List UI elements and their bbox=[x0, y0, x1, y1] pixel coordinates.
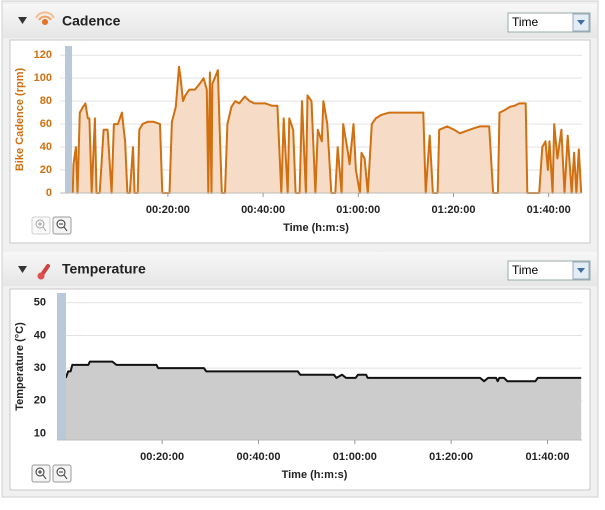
x-tick-label: 00:40:00 bbox=[241, 204, 285, 216]
x-tick-label: 00:20:00 bbox=[146, 204, 190, 216]
y-tick-label: 20 bbox=[40, 164, 52, 176]
selector-label: Time bbox=[512, 15, 539, 29]
collapse-toggle[interactable] bbox=[18, 266, 27, 273]
y-tick-label: 20 bbox=[34, 395, 46, 407]
y-tick-label: 40 bbox=[40, 141, 52, 153]
x-tick-label: 01:00:00 bbox=[336, 204, 380, 216]
x-axis-title: Time (h:m:s) bbox=[282, 469, 348, 481]
panel-title: Temperature bbox=[62, 261, 146, 277]
y-tick-label: 80 bbox=[40, 95, 52, 107]
x-tick-label: 01:00:00 bbox=[333, 451, 377, 463]
y-tick-label: 60 bbox=[40, 118, 52, 130]
x-tick-label: 01:40:00 bbox=[525, 451, 569, 463]
panel-header bbox=[3, 4, 597, 38]
zoom-out-button[interactable] bbox=[52, 464, 72, 483]
x-tick-label: 01:40:00 bbox=[527, 204, 571, 216]
x-tick-label: 00:20:00 bbox=[140, 451, 184, 463]
range-handle bbox=[65, 46, 72, 193]
selector-label: Time bbox=[512, 263, 539, 277]
y-tick-label: 100 bbox=[34, 72, 52, 84]
y-tick-label: 30 bbox=[34, 362, 46, 374]
zoom-out-button[interactable] bbox=[52, 216, 72, 235]
y-tick-label: 10 bbox=[34, 427, 46, 439]
x-tick-label: 01:20:00 bbox=[429, 451, 473, 463]
x-tick-label: 01:20:00 bbox=[431, 204, 475, 216]
y-tick-label: 0 bbox=[46, 187, 52, 199]
area-fill bbox=[65, 361, 582, 440]
data-line bbox=[71, 65, 583, 194]
temperature-icon bbox=[37, 264, 50, 280]
zoom-in-button[interactable] bbox=[31, 464, 51, 483]
y-axis-title: Temperature (°C) bbox=[14, 322, 26, 411]
cadence-icon bbox=[35, 11, 55, 25]
x-tick-label: 00:40:00 bbox=[236, 451, 280, 463]
x-axis-title: Time (h:m:s) bbox=[283, 222, 349, 234]
collapse-toggle[interactable] bbox=[18, 17, 27, 24]
y-tick-label: 40 bbox=[34, 329, 46, 341]
zoom-in-button[interactable] bbox=[31, 216, 51, 235]
view-selector[interactable]: Time bbox=[507, 260, 591, 281]
data-line bbox=[64, 360, 582, 383]
y-tick-label: 120 bbox=[34, 49, 52, 61]
y-tick-label: 50 bbox=[34, 297, 46, 309]
panel-title: Cadence bbox=[62, 13, 121, 29]
plots: 0 20 40 60 80 100 120 00:20:00 00:40:00 01:00:00 0… bbox=[14, 46, 583, 481]
panel-header bbox=[3, 252, 597, 286]
y-axis-title: Bike Cadence (rpm) bbox=[14, 68, 26, 172]
range-handle bbox=[57, 293, 66, 440]
view-selector[interactable]: Time bbox=[507, 12, 591, 33]
